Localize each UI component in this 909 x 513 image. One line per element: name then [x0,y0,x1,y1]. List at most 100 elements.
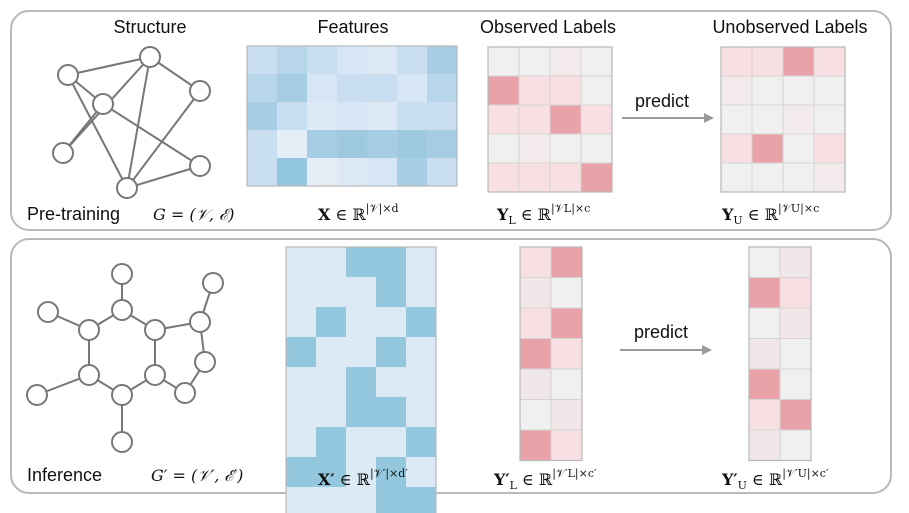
matrix-cell [406,397,436,427]
matrix-cell [307,158,337,186]
matrix-cell [367,130,397,158]
matrix-cell [779,429,812,461]
matrix-cell [813,46,846,77]
matrix-cell [550,307,583,339]
matrix-cell [316,277,346,307]
matrix-cell [376,427,406,457]
matrix-cell [580,104,613,135]
matrix-cell [277,74,307,102]
matrix-cell [247,130,277,158]
matrix-cell [720,133,753,164]
matrix-cell [720,104,753,135]
graph-node [144,364,166,386]
matrix-cell [813,162,846,193]
matrix-cell [782,133,815,164]
predict-arrow-pretraining [622,113,714,123]
matrix-cell [376,487,406,513]
matrix-cell [376,337,406,367]
matrix-cell [277,102,307,130]
graph-edge [67,74,128,189]
matrix-cell [337,102,367,130]
inference-observed-labels-matrix [519,246,583,462]
matrix-cell [549,133,582,164]
matrix-cell [346,487,376,513]
matrix-cell [519,429,552,461]
matrix-cell [337,74,367,102]
matrix-cell [782,75,815,106]
graph-node [189,311,211,333]
matrix-cell [307,102,337,130]
matrix-cell [779,277,812,309]
graph-node [174,382,196,404]
graph-node [144,319,166,341]
graph-edge [67,56,151,76]
header-structure: Structure [113,17,186,37]
matrix-border [519,246,583,462]
matrix-cell [247,102,277,130]
matrix-cell [813,133,846,164]
graph-node [189,155,211,177]
matrix-cell [316,457,346,487]
matrix-cell [549,104,582,135]
matrix-cell [751,46,784,77]
matrix-cell [550,277,583,309]
matrix-border [720,46,846,193]
matrix-cell [748,399,781,431]
matrix-cell [813,104,846,135]
inference-unobserved-labels-formula: Y′U ∈ ℝ|𝒱′U|×c′ [721,467,829,492]
matrix-cell [549,75,582,106]
matrix-cell [346,307,376,337]
header-features: Features [317,17,388,37]
matrix-cell [397,74,427,102]
matrix-cell [367,158,397,186]
matrix-cell [346,457,376,487]
predict-label-inference: predict [634,322,688,342]
matrix-cell [779,368,812,400]
matrix-cell [580,133,613,164]
matrix-cell [367,46,397,74]
graph-edge [126,165,201,189]
matrix-cell [286,307,316,337]
matrix-cell [376,457,406,487]
matrix-cell [277,158,307,186]
inference-observed-labels-formula: Y′L ∈ ℝ|𝒱′L|×c′ [493,467,597,492]
matrix-cell [779,307,812,339]
matrix-cell [346,397,376,427]
matrix-cell [550,246,583,278]
graph-node [111,384,133,406]
matrix-cell [367,102,397,130]
matrix-cell [406,457,436,487]
matrix-cell [247,74,277,102]
matrix-cell [427,158,457,186]
matrix-cell [316,367,346,397]
matrix-cell [487,133,520,164]
matrix-cell [779,246,812,278]
matrix-cell [519,368,552,400]
graph-node [111,299,133,321]
matrix-cell [487,162,520,193]
matrix-cell [720,162,753,193]
graph-node [116,177,138,199]
matrix-cell [247,46,277,74]
matrix-cell [748,429,781,461]
matrix-cell [346,247,376,277]
graph-node [202,272,224,294]
graph-node [78,364,100,386]
matrix-cell [316,337,346,367]
matrix-cell [550,368,583,400]
matrix-cell [397,102,427,130]
matrix-cell [748,307,781,339]
matrix-cell [751,162,784,193]
matrix-cell [550,429,583,461]
matrix-cell [487,104,520,135]
matrix-cell [580,162,613,193]
inference-features-formula: X′ ∈ ℝ|𝒱′|×d′ [318,467,408,489]
predict-arrow-inference [620,345,712,355]
matrix-cell [518,133,551,164]
matrix-cell [397,158,427,186]
matrix-cell [549,162,582,193]
matrix-cell [277,46,307,74]
matrix-cell [748,368,781,400]
matrix-cell [748,338,781,370]
